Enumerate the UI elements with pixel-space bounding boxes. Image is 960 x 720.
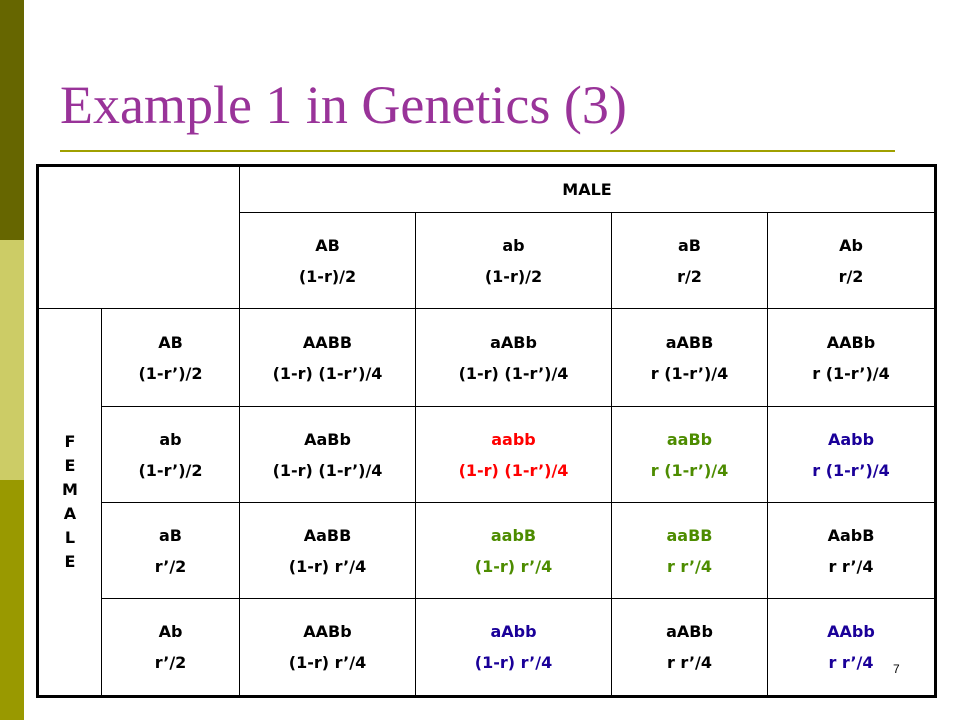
genotype-cell: aabB (1-r) r’/4	[415, 502, 612, 599]
male-gamete-freq: r/2	[677, 266, 702, 286]
female-gamete-freq: r’/2	[154, 653, 187, 672]
genotype-prob: r r’/4	[666, 556, 713, 576]
female-gamete-freq: (1-r’)/2	[138, 363, 203, 383]
female-gamete-cell: AB (1-r’)/2	[101, 308, 240, 407]
genotype-prob: r (1-r’)/4	[650, 363, 729, 383]
genotype: Aabb	[827, 429, 875, 449]
genotype-cell: AABB (1-r) (1-r’)/4	[239, 308, 416, 407]
genotype-prob: r r’/4	[828, 653, 874, 672]
female-gamete-cell: Ab r’/2	[101, 598, 240, 697]
male-gamete-freq: r/2	[838, 266, 864, 286]
genotype-cell: AABb r (1-r’)/4	[767, 308, 936, 407]
female-gamete: ab	[159, 429, 182, 449]
genotype-cell: aaBB r r’/4	[611, 502, 768, 599]
genotype-cell: Aabb r (1-r’)/4	[767, 406, 936, 503]
genotype: aaBb	[666, 429, 713, 449]
female-letter: F	[64, 432, 76, 451]
genotype: aabB	[490, 525, 537, 545]
genotype-prob: r (1-r’)/4	[812, 460, 890, 480]
female-gamete-freq: (1-r’)/2	[138, 460, 203, 480]
genotype: aABb	[490, 332, 537, 352]
genotype-cell: AABb (1-r) r’/4	[239, 598, 416, 697]
female-row: Ab r’/2 AABb (1-r) r’/4 aAbb (1-r) r’/4 …	[38, 598, 936, 697]
male-header-row: MALE	[37, 165, 936, 309]
female-label: F E M A L E	[37, 308, 102, 697]
genotype-cell: AaBb (1-r) (1-r’)/4	[239, 406, 416, 503]
female-gamete: aB	[159, 525, 182, 545]
genotype: aABB	[665, 332, 714, 352]
male-gamete-freq: (1-r)/2	[484, 266, 543, 286]
male-gamete-row: AB (1-r)/2 ab (1-r)/2 aB r/2 Ab r/2	[38, 212, 936, 309]
genotype-prob: r (1-r’)/4	[650, 460, 729, 480]
female-gamete: Ab	[158, 622, 183, 641]
genotype: aaBB	[666, 525, 713, 545]
genotype-prob: (1-r) (1-r’)/4	[458, 363, 569, 383]
genotype: aAbb	[490, 622, 537, 641]
slide-title: Example 1 in Genetics (3)	[60, 75, 627, 135]
male-gamete: Ab	[839, 235, 863, 255]
female-gamete: AB	[158, 332, 183, 352]
genotype-prob: r r’/4	[666, 653, 713, 672]
genotype-cell: AAbb r r’/4	[767, 598, 936, 697]
male-gamete: AB	[315, 235, 340, 255]
genotype-prob: (1-r) r’/4	[474, 653, 553, 672]
genotype: aABb	[666, 622, 713, 641]
female-letter: A	[63, 504, 77, 523]
female-row: F E M A L E AB (1-r’)/2 AABB (1-r) (1-r’…	[37, 308, 936, 697]
genotype-prob: (1-r) r’/4	[288, 653, 367, 672]
genotype: AaBb	[304, 429, 351, 449]
female-letter: E	[64, 552, 76, 571]
genotype-cell: AabB r r’/4	[767, 502, 936, 599]
genotype-cell: aAbb (1-r) r’/4	[415, 598, 612, 697]
female-row: ab (1-r’)/2 AaBb (1-r) (1-r’)/4 aabb (1-…	[38, 406, 936, 503]
genotype: AABb	[303, 622, 352, 641]
genotype-cell: aabb (1-r) (1-r’)/4	[415, 406, 612, 503]
male-gamete: ab	[502, 235, 525, 255]
genotype-prob: (1-r) r’/4	[474, 556, 553, 576]
male-gamete-cell: aB r/2	[611, 212, 768, 309]
female-letter: E	[64, 456, 76, 475]
genotype: aabb	[491, 429, 536, 449]
genotype-prob: (1-r) r’/4	[288, 556, 367, 576]
punnett-table: MALE AB (1-r)/2 ab (1-r)/2 aB r/2 Ab r/2…	[36, 164, 937, 698]
decor-bar-middle	[0, 240, 24, 480]
decor-bar-top	[0, 0, 24, 240]
corner-cell	[37, 165, 240, 309]
genotype-prob: (1-r) (1-r’)/4	[272, 460, 383, 480]
male-gamete-cell: ab (1-r)/2	[415, 212, 612, 309]
genotype-cell: aABb r r’/4	[611, 598, 768, 697]
female-gamete-freq: r’/2	[154, 556, 187, 576]
genotype-cell: aaBb r (1-r’)/4	[611, 406, 768, 503]
genotype-prob: r (1-r’)/4	[812, 363, 890, 383]
genotype: AABb	[826, 332, 876, 352]
female-row: aB r’/2 AaBB (1-r) r’/4 aabB (1-r) r’/4 …	[38, 502, 936, 599]
male-gamete-freq: (1-r)/2	[298, 266, 357, 286]
male-header: MALE	[239, 165, 936, 213]
male-gamete-cell: Ab r/2	[767, 212, 936, 309]
genotype-cell: aABB r (1-r’)/4	[611, 308, 768, 407]
genotype-cell: AaBB (1-r) r’/4	[239, 502, 416, 599]
genotype: AaBB	[303, 525, 352, 545]
decor-bar-bottom	[0, 480, 24, 720]
genotype: AabB	[827, 525, 875, 545]
female-letter: L	[64, 528, 76, 547]
title-underline	[60, 150, 895, 152]
male-gamete: aB	[678, 235, 701, 255]
female-letter: M	[62, 480, 78, 499]
female-gamete-cell: ab (1-r’)/2	[101, 406, 240, 503]
genotype-prob: r r’/4	[828, 556, 874, 576]
genotype: AAbb	[827, 622, 875, 641]
genotype: AABB	[302, 332, 353, 352]
slide-number: 7	[893, 662, 900, 676]
male-gamete-cell: AB (1-r)/2	[239, 212, 416, 309]
genotype-prob: (1-r) (1-r’)/4	[458, 460, 569, 480]
genotype-cell: aABb (1-r) (1-r’)/4	[415, 308, 612, 407]
female-gamete-cell: aB r’/2	[101, 502, 240, 599]
genotype-prob: (1-r) (1-r’)/4	[272, 363, 383, 383]
